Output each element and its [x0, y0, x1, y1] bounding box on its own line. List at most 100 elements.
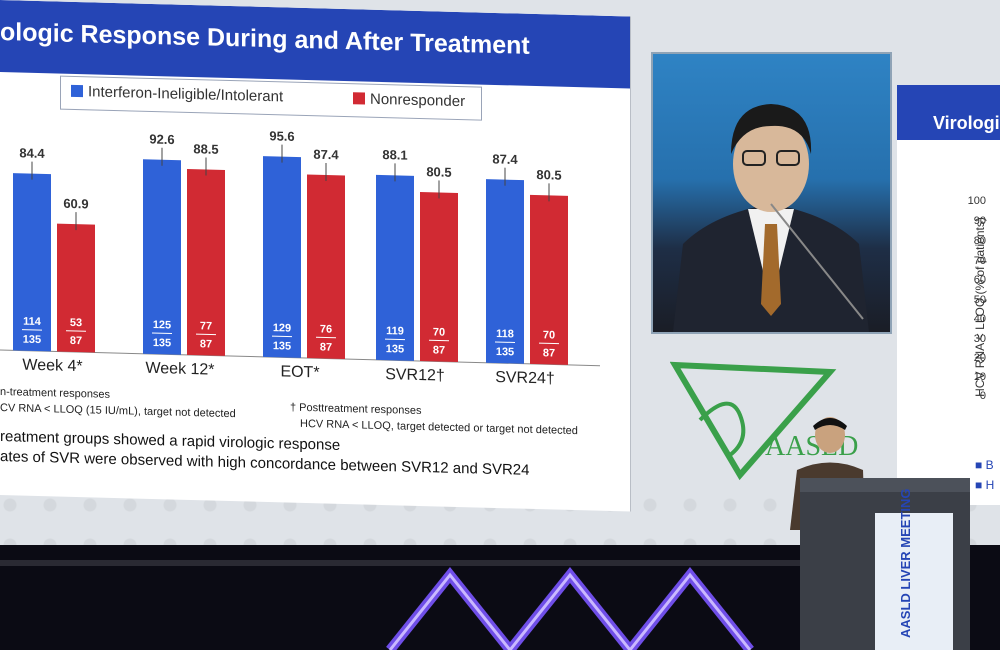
value-label-nonresponder-1: 88.5	[193, 141, 218, 157]
legend-swatch-blue	[71, 84, 83, 98]
bar-nonresponder-4	[530, 194, 568, 365]
ytick-30: 30	[973, 333, 986, 345]
fraction-numerator-interferon-2: 129	[273, 322, 291, 334]
ytick-10: 10	[973, 371, 986, 383]
secondary-slide: Virologi	[897, 85, 1000, 505]
bar-nonresponder-2	[307, 174, 345, 360]
podium: AASLD LIVER MEETING	[800, 478, 970, 650]
ytick-80: 80	[973, 235, 986, 247]
fraction-numerator-nonresponder-4: 70	[543, 329, 555, 341]
glasses-left	[742, 150, 766, 166]
bar-interferon-3	[376, 174, 414, 361]
podium-top	[800, 478, 970, 492]
fraction-denominator-interferon-0: 135	[23, 334, 41, 346]
glasses-right	[776, 150, 800, 166]
secondary-legend-b-label: B	[985, 458, 994, 472]
value-label-interferon-3: 88.1	[382, 147, 407, 163]
value-label-nonresponder-2: 87.4	[313, 147, 339, 163]
legend-swatch-red	[353, 92, 365, 105]
bar-chart: 84.4 114 135 60.9 53 87 92.6 125 135 88.5 77 87 95.6…	[0, 128, 600, 367]
slide-title: ologic Response During and After Treatme…	[0, 18, 530, 60]
fraction-numerator-interferon-0: 114	[23, 316, 42, 328]
ytick-90: 90	[973, 215, 986, 227]
fraction-numerator-nonresponder-3: 70	[433, 326, 445, 338]
category-label-eot: EOT*	[280, 363, 320, 382]
ytick-70: 70	[973, 255, 986, 267]
fraction-line-nonresponder-2	[316, 336, 336, 339]
value-label-nonresponder-3: 80.5	[426, 164, 451, 180]
fraction-numerator-interferon-4: 118	[496, 328, 514, 340]
fraction-denominator-nonresponder-2: 87	[320, 341, 332, 353]
ytick-60: 60	[973, 274, 986, 286]
logo-triangle	[670, 361, 837, 481]
ytick-40: 40	[973, 313, 986, 325]
bar-nonresponder-0	[57, 223, 95, 353]
footnote-right-1: † Posttreatment responses	[290, 401, 422, 418]
bar-nonresponder-1	[187, 169, 225, 356]
presenter-hair	[813, 418, 847, 430]
fraction-denominator-nonresponder-1: 87	[200, 338, 212, 350]
category-label-week12: Week 12*	[145, 359, 215, 379]
podium-sign	[875, 513, 953, 650]
fraction-line-nonresponder-3	[429, 339, 449, 342]
secondary-legend-h: ■ H	[975, 478, 995, 492]
speaker-face	[733, 116, 809, 212]
speaker-hair	[731, 104, 812, 154]
speaker-tie	[761, 224, 781, 316]
category-label-svr24: SVR24†	[495, 368, 555, 388]
purple-light-highlight	[388, 572, 752, 650]
footnote-left-1: n-treatment responses	[0, 386, 111, 401]
secondary-legend-b: ■ B	[975, 458, 994, 472]
fraction-line-nonresponder-4	[539, 342, 559, 345]
fraction-line-interferon-0	[22, 329, 42, 331]
bar-nonresponder-3	[420, 191, 458, 362]
value-label-interferon-4: 87.4	[492, 151, 518, 167]
main-slide: ologic Response During and After Treatme…	[0, 0, 631, 512]
fraction-numerator-interferon-1: 125	[153, 319, 171, 331]
fraction-numerator-nonresponder-2: 76	[320, 323, 332, 335]
fraction-denominator-nonresponder-3: 87	[433, 344, 445, 356]
ytick-0: 0	[979, 390, 986, 402]
fraction-denominator-interferon-1: 135	[153, 337, 171, 349]
ytick-100: 100	[967, 195, 986, 207]
footnote-right-2: HCV RNA < LLOQ, target detected or targe…	[300, 417, 578, 438]
value-label-interferon-1: 92.6	[149, 131, 174, 147]
value-label-nonresponder-0: 60.9	[63, 196, 88, 212]
fraction-numerator-interferon-3: 119	[386, 325, 404, 337]
bar-interferon-1	[143, 159, 181, 355]
fraction-line-interferon-2	[272, 335, 292, 338]
bar-interferon-2	[263, 156, 301, 358]
fraction-line-nonresponder-0	[66, 330, 86, 332]
microphone-stand	[770, 203, 864, 320]
logo-swirl	[698, 401, 746, 457]
fraction-line-interferon-1	[152, 332, 172, 335]
podium-sign-text: AASLD LIVER MEETING	[898, 488, 913, 638]
fraction-denominator-interferon-4: 135	[496, 346, 514, 358]
legend-label-nonresponder: Nonresponder	[370, 90, 466, 111]
value-label-interferon-2: 95.6	[269, 128, 294, 144]
secondary-slide-ylabel: HCV RNA < LLOQ (% of patients)	[973, 217, 987, 397]
fraction-denominator-nonresponder-0: 87	[70, 335, 82, 347]
bullet-2: ates of SVR were observed with high conc…	[0, 448, 530, 479]
secondary-legend-h-label: H	[985, 478, 995, 492]
value-label-interferon-0: 84.4	[19, 145, 45, 161]
fraction-line-nonresponder-1	[196, 333, 216, 336]
ytick-50: 50	[973, 294, 986, 306]
secondary-slide-title-bar: Virologi	[897, 85, 1000, 140]
value-label-nonresponder-4: 80.5	[536, 167, 561, 183]
speaker-video-frame	[651, 52, 892, 334]
bar-interferon-0	[13, 173, 51, 352]
category-label-week4: Week 4*	[22, 356, 83, 376]
fraction-numerator-nonresponder-1: 77	[200, 320, 212, 332]
fraction-denominator-interferon-2: 135	[273, 340, 291, 352]
footnote-left-2: CV RNA < LLOQ (15 IU/mL), target not det…	[0, 402, 236, 421]
fraction-numerator-nonresponder-0: 53	[70, 317, 82, 329]
fraction-line-interferon-4	[495, 341, 515, 343]
speaker-figure	[673, 104, 869, 332]
slide-title-bar: ologic Response During and After Treatme…	[0, 0, 630, 89]
fraction-denominator-nonresponder-4: 87	[543, 347, 555, 359]
legend-item-nonresponder: Nonresponder	[353, 90, 465, 110]
fraction-denominator-interferon-3: 135	[386, 343, 404, 355]
fraction-line-interferon-3	[385, 338, 405, 341]
secondary-slide-title: Virologi	[933, 113, 1000, 133]
